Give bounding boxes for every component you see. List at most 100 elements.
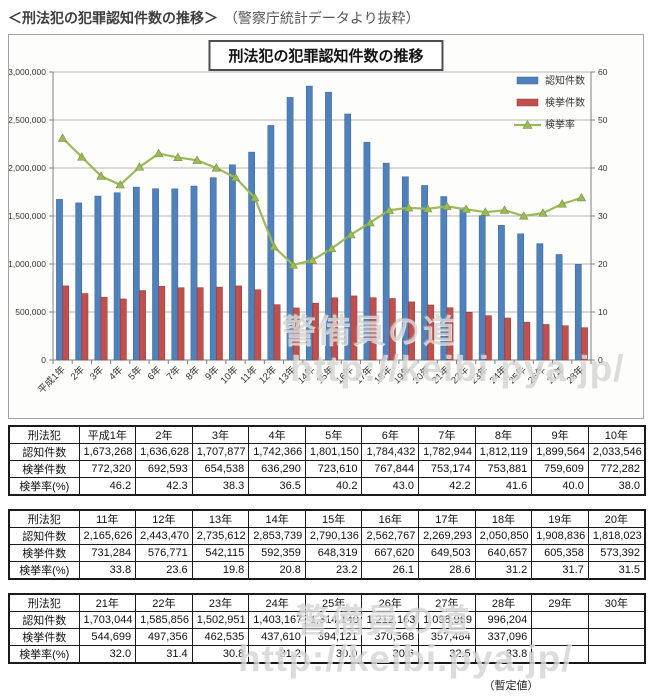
x-axis-tick-label: 20年 bbox=[410, 363, 433, 386]
bar bbox=[459, 207, 467, 361]
bar bbox=[75, 202, 83, 361]
triangle-marker bbox=[557, 199, 567, 208]
page-title-main: ＜刑法犯の犯罪認知件数の推移＞ bbox=[8, 10, 218, 26]
value-cell: 1,784,432 bbox=[361, 443, 420, 461]
bar bbox=[62, 285, 70, 361]
left-axis-tick-label: 1,000,000 bbox=[9, 259, 46, 269]
x-axis-tick-label: 19年 bbox=[391, 363, 414, 386]
value-cell: 1,314,140 bbox=[304, 611, 363, 629]
value-cell: 692,593 bbox=[135, 460, 193, 478]
year-column-header: 16年 bbox=[361, 509, 420, 528]
right-axis-tick-label: 60 bbox=[598, 67, 608, 77]
table-row: 認知件数 2,165,626 2,443,470 2,735,612 2,853,739… bbox=[8, 527, 646, 545]
value-cell: 2,269,293 bbox=[418, 527, 476, 545]
page-title-source-note: （警察庁統計データより抜粋） bbox=[223, 10, 420, 26]
value-cell: 36.5 bbox=[248, 477, 306, 496]
year-column-header: 7年 bbox=[418, 425, 476, 444]
year-column-header: 20年 bbox=[587, 509, 646, 528]
value-cell: 41.6 bbox=[474, 477, 533, 496]
value-cell: 605,358 bbox=[531, 544, 589, 562]
bar bbox=[581, 327, 588, 361]
bar bbox=[446, 307, 454, 361]
crime-trend-chart: 刑法犯の犯罪認知件数の推移 0 500,000 1,000,000 1,500,000… bbox=[8, 34, 644, 419]
value-cell: 576,771 bbox=[135, 544, 193, 562]
table-row: 認知件数 1,673,268 1,636,628 1,707,877 1,742,366… bbox=[8, 443, 646, 461]
bar bbox=[465, 312, 473, 361]
bar bbox=[190, 185, 198, 361]
row-label: 検挙件数 bbox=[8, 460, 80, 478]
triangle-marker bbox=[57, 133, 68, 142]
value-cell: 32.0 bbox=[78, 645, 137, 664]
triangle-marker bbox=[461, 204, 471, 213]
triangle-marker bbox=[499, 205, 510, 214]
bar bbox=[235, 285, 242, 361]
value-cell: 731,284 bbox=[78, 544, 137, 562]
triangle-marker bbox=[346, 229, 356, 239]
value-cell: 30.6 bbox=[361, 645, 420, 664]
x-axis-tick-label: 25年 bbox=[506, 363, 529, 386]
value-cell: 30.0 bbox=[304, 645, 363, 664]
chart-canvas: 0 500,000 1,000,000 1,500,000 2,000,000 2,500… bbox=[9, 67, 608, 396]
value-cell: 636,290 bbox=[248, 460, 306, 478]
value-cell: 33.8 bbox=[78, 561, 137, 580]
bar bbox=[158, 286, 166, 361]
value-cell: 1,908,836 bbox=[531, 527, 589, 545]
value-cell: 544,699 bbox=[78, 628, 137, 646]
year-column-header: 13年 bbox=[191, 509, 250, 528]
table-row: 検挙件数 772,320 692,593 654,538 636,290 723,610 7… bbox=[8, 460, 646, 478]
year-column-header: 5年 bbox=[304, 425, 363, 444]
left-axis-tick-label: 0 bbox=[41, 355, 46, 365]
triangle-marker bbox=[307, 255, 318, 264]
right-axis-tick-label: 10 bbox=[598, 307, 608, 317]
bar bbox=[312, 302, 319, 361]
bar bbox=[56, 199, 63, 361]
triangle-marker bbox=[519, 211, 529, 220]
stats-table-2: 刑法犯 11年 12年 13年 14年 15年 16年 17年 18年 19年 20年 認知件数 2,1… bbox=[8, 509, 646, 580]
left-axis-tick-label: 2,000,000 bbox=[9, 163, 46, 173]
value-cell: 2,165,626 bbox=[78, 527, 137, 545]
value-cell: 640,657 bbox=[474, 544, 533, 562]
x-axis-tick-label: 27年 bbox=[545, 363, 568, 386]
value-cell: 772,282 bbox=[587, 460, 646, 478]
value-cell: 23.6 bbox=[135, 561, 193, 580]
year-column-header: 28年 bbox=[474, 593, 533, 612]
value-cell: 31.5 bbox=[587, 561, 646, 580]
value-cell: 26.1 bbox=[361, 561, 420, 580]
value-cell: 753,881 bbox=[474, 460, 533, 478]
year-column-header: 6年 bbox=[361, 425, 420, 444]
right-axis-tick-label: 50 bbox=[598, 115, 608, 125]
year-column-header: 19年 bbox=[531, 509, 589, 528]
table-row: 検挙率(%) 33.8 23.6 19.8 20.8 23.2 26.1 28.6 31.2 31… bbox=[8, 561, 646, 580]
x-axis-tick-label: 18年 bbox=[372, 363, 395, 386]
value-cell: 337,096 bbox=[474, 628, 533, 646]
value-cell: 31.2 bbox=[474, 561, 533, 580]
value-cell: 1,403,167 bbox=[248, 611, 306, 629]
year-column-header: 21年 bbox=[78, 593, 137, 612]
value-cell: 723,610 bbox=[304, 460, 363, 478]
triangle-marker bbox=[173, 152, 183, 161]
value-cell: 654,538 bbox=[191, 460, 250, 478]
legend-label: 認知件数 bbox=[545, 74, 585, 87]
triangle-marker bbox=[384, 205, 394, 214]
value-cell: 33.8 bbox=[474, 645, 533, 664]
value-cell: 38.0 bbox=[587, 477, 646, 496]
year-column-header: 29年 bbox=[531, 593, 589, 612]
table-row: 検挙率(%) 46.2 42.3 38.3 36.5 40.2 43.0 42.2 41.6 40… bbox=[8, 477, 646, 496]
table-row: 検挙件数 544,699 497,356 462,535 437,610 394,121 3… bbox=[8, 628, 646, 646]
value-cell: 1,801,150 bbox=[304, 443, 363, 461]
bar bbox=[561, 325, 569, 361]
year-column-header: 12年 bbox=[135, 509, 193, 528]
value-cell: 1,899,564 bbox=[531, 443, 589, 461]
bar bbox=[369, 297, 377, 361]
bar bbox=[171, 188, 179, 361]
triangle-marker bbox=[269, 241, 279, 251]
axes: 0 500,000 1,000,000 1,500,000 2,000,000 2,500… bbox=[9, 67, 608, 365]
bar bbox=[382, 162, 390, 361]
table-row: 認知件数 1,703,044 1,585,856 1,502,951 1,403,167… bbox=[8, 611, 646, 629]
bar bbox=[555, 254, 563, 361]
row-label: 検挙件数 bbox=[8, 544, 80, 562]
bar bbox=[478, 215, 486, 361]
bar bbox=[325, 91, 332, 361]
statistics-tables: 刑法犯 平成1年 2年 3年 4年 5年 6年 7年 8年 9年 10年 認知件数 1,673,268 1… bbox=[8, 425, 646, 696]
value-cell: 772,320 bbox=[78, 460, 137, 478]
